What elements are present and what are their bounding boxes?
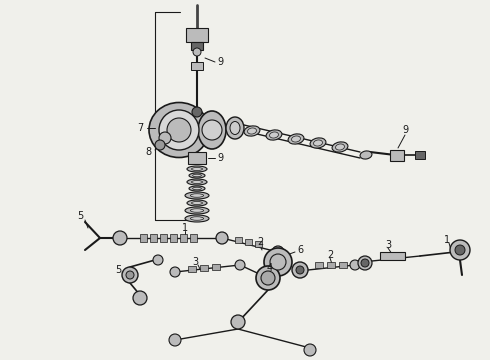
Circle shape [202,120,222,140]
Bar [390,150,404,161]
Bar [191,42,203,50]
Ellipse shape [189,173,205,178]
Ellipse shape [314,140,322,146]
Ellipse shape [193,174,201,177]
Circle shape [155,140,165,150]
Ellipse shape [244,126,260,136]
Text: 2: 2 [327,250,333,260]
Circle shape [193,48,201,56]
Bar [212,264,220,270]
Ellipse shape [187,179,207,185]
Text: 9: 9 [217,57,223,67]
Text: 1: 1 [182,223,188,233]
Ellipse shape [310,138,326,148]
Circle shape [115,233,125,243]
Circle shape [231,315,245,329]
Bar [255,241,262,247]
Bar [415,151,425,159]
Ellipse shape [191,194,204,197]
Ellipse shape [198,111,226,149]
Ellipse shape [185,192,209,199]
Circle shape [167,118,191,142]
Circle shape [270,254,286,270]
Circle shape [113,231,127,245]
Ellipse shape [189,186,205,191]
Circle shape [133,291,147,305]
Text: 8: 8 [145,147,151,157]
Bar [191,62,203,70]
Circle shape [256,266,280,290]
Circle shape [159,132,171,144]
Ellipse shape [230,122,240,135]
Circle shape [264,248,292,276]
Text: 5: 5 [77,211,83,221]
Text: 7: 7 [137,123,143,133]
Ellipse shape [193,187,201,190]
Circle shape [272,246,284,258]
Text: 3: 3 [192,257,198,267]
Circle shape [292,262,308,278]
Bar [186,28,208,42]
Ellipse shape [332,142,348,152]
Ellipse shape [185,215,209,222]
Circle shape [153,255,163,265]
Circle shape [126,271,134,279]
Ellipse shape [192,202,202,204]
Bar [190,234,197,242]
Circle shape [350,260,360,270]
Circle shape [235,260,245,270]
Ellipse shape [192,180,202,184]
Circle shape [296,266,304,274]
Bar [180,234,187,242]
Text: 3: 3 [385,240,391,250]
Bar [245,239,252,245]
Bar [327,262,335,268]
Bar [150,234,157,242]
Ellipse shape [336,144,344,150]
Ellipse shape [266,130,282,140]
Text: 4: 4 [267,263,273,273]
Ellipse shape [191,209,204,212]
Text: 1: 1 [444,235,450,245]
Ellipse shape [288,134,304,144]
Text: 5: 5 [115,265,121,275]
Circle shape [304,344,316,356]
Text: 9: 9 [402,125,408,135]
Circle shape [122,267,138,283]
Circle shape [159,110,199,150]
Circle shape [216,232,228,244]
Text: 9: 9 [217,153,223,163]
Bar [315,262,323,268]
Ellipse shape [192,167,202,171]
Circle shape [455,245,465,255]
Ellipse shape [226,117,244,139]
Bar [200,265,208,271]
Ellipse shape [187,200,207,206]
Ellipse shape [247,128,256,134]
Circle shape [450,240,470,260]
Ellipse shape [187,166,207,172]
Circle shape [261,271,275,285]
Ellipse shape [270,132,278,138]
Bar [140,234,147,242]
Ellipse shape [149,103,209,158]
Text: 6: 6 [297,245,303,255]
Circle shape [169,334,181,346]
Circle shape [361,259,369,267]
Ellipse shape [292,136,300,142]
Ellipse shape [360,151,372,159]
Ellipse shape [191,217,204,220]
Text: 2: 2 [257,237,263,247]
Bar [170,234,177,242]
Bar [235,237,242,243]
Ellipse shape [185,207,209,214]
Bar [339,262,347,268]
Circle shape [358,256,372,270]
Bar [188,152,206,164]
Bar [160,234,167,242]
Bar [380,252,405,260]
Circle shape [192,107,202,117]
Bar [188,266,196,272]
Circle shape [170,267,180,277]
